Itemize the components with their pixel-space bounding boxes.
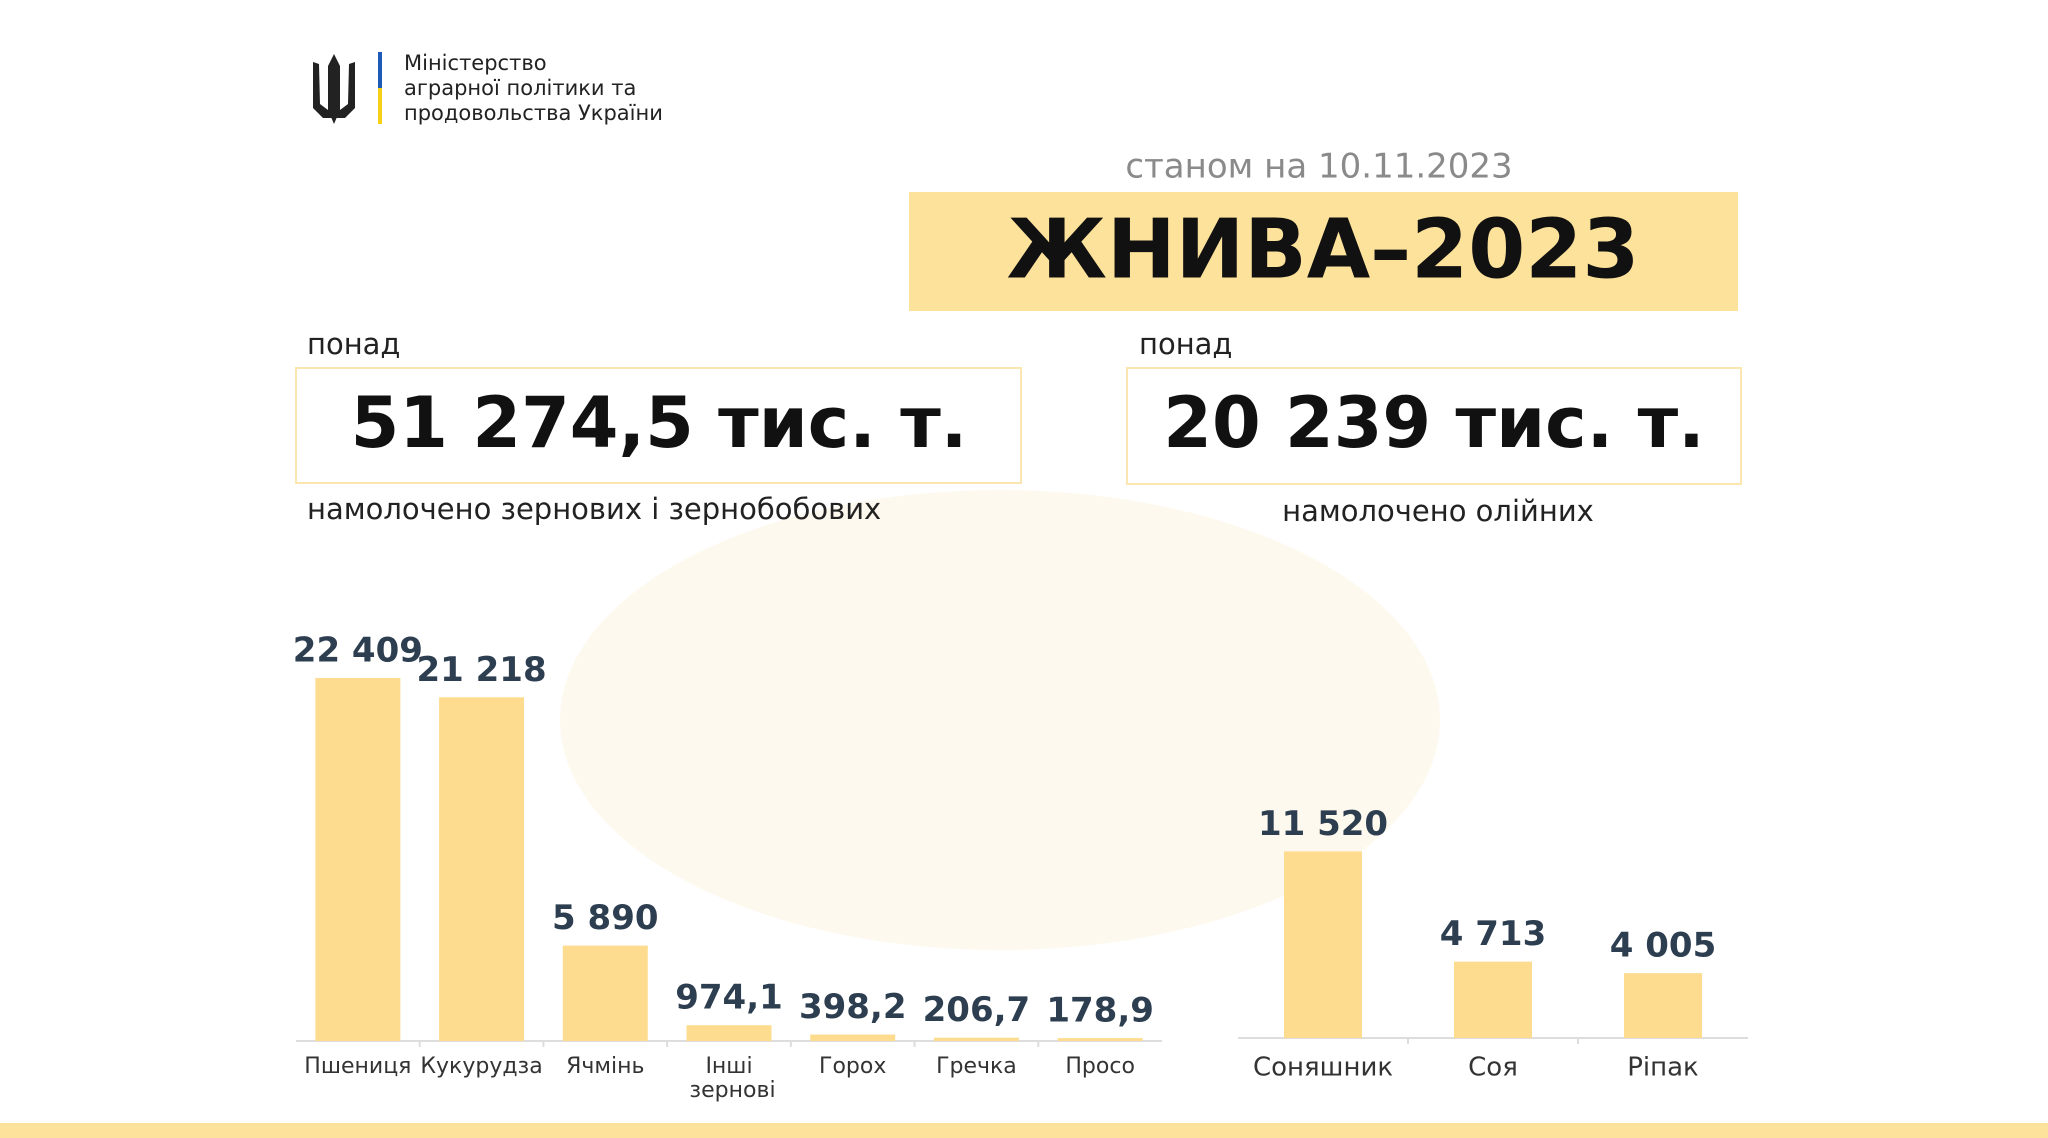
category-label: Ріпак [1627,1053,1699,1083]
summary-amount: 51 274,5 тис. т. [351,382,968,464]
category-label: Гречка [936,1054,1017,1079]
title-box [909,192,1738,311]
flag-blue [378,52,382,88]
ministry-line: аграрної політики та [404,76,636,100]
summary-amount: 20 239 тис. т. [1163,382,1705,464]
value-label: 398,2 [799,987,907,1027]
bar [1624,973,1702,1038]
category-label: Просо [1065,1054,1135,1079]
bottom-strip [0,1123,2048,1138]
flag-yellow [378,88,382,124]
value-label: 4 713 [1440,914,1546,954]
category-label: Ячмінь [566,1054,644,1079]
summary-caption: намолочено олійних [1282,494,1594,528]
value-label: 4 005 [1610,926,1716,966]
bar [1284,851,1362,1038]
summary-prefix: понад [307,327,401,361]
value-label: 178,9 [1046,991,1154,1031]
bar [439,697,525,1041]
ministry-line: продовольства України [404,101,663,125]
trident [313,54,355,124]
bar [686,1025,772,1041]
bar [562,945,648,1041]
category-label: Пшениця [304,1054,411,1079]
category-label: Горох [819,1054,886,1079]
bar [1454,961,1532,1038]
value-label: 22 409 [293,630,423,670]
value-label: 11 520 [1258,804,1388,844]
value-label: 21 218 [417,650,547,690]
bar [315,677,401,1041]
title: ЖНИВА–2023 [1007,202,1640,297]
category-label: Соняшник [1253,1053,1393,1083]
category-label: Соя [1468,1053,1518,1083]
category-label: Інші зернові [682,1054,775,1103]
value-label: 974,1 [675,978,783,1018]
ministry-line: Міністерство [404,51,547,75]
map-shape [560,490,1440,950]
summary-prefix: понад [1139,327,1233,361]
bar [810,1034,896,1041]
value-label: 206,7 [923,990,1031,1030]
summary-caption: намолочено зернових і зернобобових [307,492,881,526]
logo: Міністерство аграрної політики та продов… [313,51,663,125]
date: станом на 10.11.2023 [1125,147,1512,187]
bar [1057,1038,1143,1041]
value-label: 5 890 [552,898,658,938]
summary-box [295,367,1022,484]
summary-box [1126,367,1742,485]
bar [933,1037,1019,1041]
category-label: Кукурудза [420,1054,542,1079]
